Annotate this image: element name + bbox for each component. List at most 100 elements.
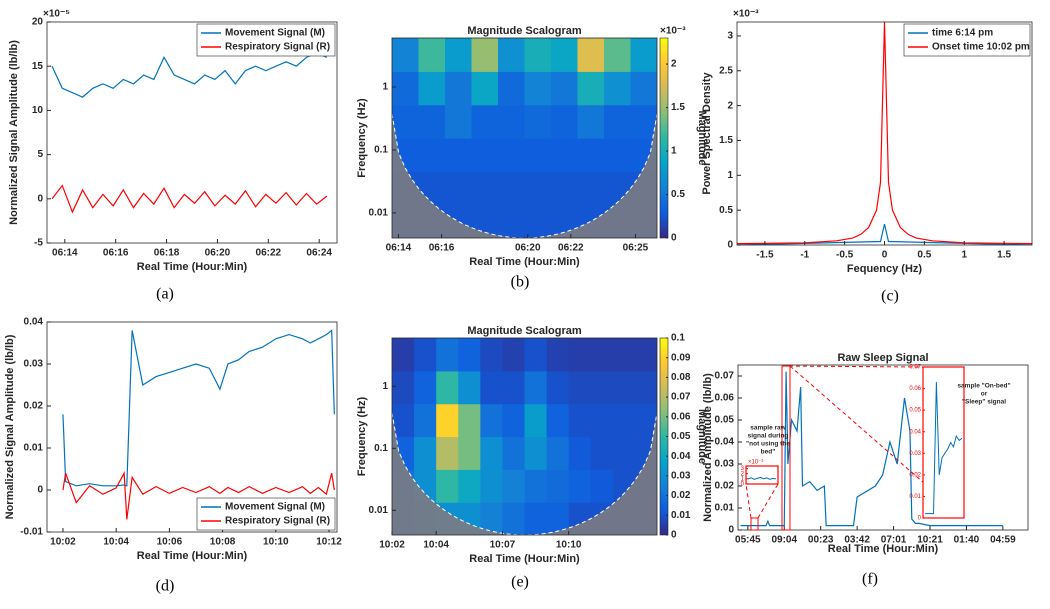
annotation: "not using the (746, 441, 790, 448)
heat-cell (498, 104, 526, 139)
heat-cell (551, 104, 579, 139)
y-tick-label: 20 (32, 17, 44, 28)
y-tick-label: 0.01 (369, 505, 389, 516)
panel: -1.5 -1 -0.5 0 0.5 1 1.5 0 0.5 1 1.5 2 2.5 3 Fequency … (701, 9, 1033, 305)
x-tick-label: 06:25 (623, 243, 649, 254)
colorbar (659, 37, 669, 239)
heat-cell (436, 370, 459, 405)
heat-cell (471, 38, 499, 72)
connector (745, 483, 752, 519)
heat-cell (551, 171, 579, 206)
inset-tick-label: 1 (741, 476, 745, 482)
heat-cell (392, 104, 420, 139)
heat-cell (604, 38, 632, 72)
x-tick-label: 06:20 (205, 248, 231, 259)
y-tick-label: 0 (727, 240, 733, 251)
heat-cell (436, 469, 459, 503)
panel: 05:45 09:04 00:23 03:42 07:01 10:21 01:40 04:59… (702, 352, 1029, 588)
heat-cell (502, 436, 526, 470)
heat-cell (458, 403, 481, 438)
heat-cell (551, 38, 579, 72)
y-tick-label: 1 (727, 170, 733, 181)
series-line (62, 471, 335, 520)
x-tick-label: 06:18 (154, 248, 180, 259)
inset-box (922, 366, 965, 519)
x-tick-label: 10:08 (210, 537, 236, 548)
y-tick-label: 15 (32, 61, 44, 72)
heat-cell (524, 171, 552, 206)
panel-caption: (e) (511, 574, 529, 591)
inset-tick-label: 0.05 (909, 408, 921, 414)
heat-cell (604, 71, 632, 106)
heat-cell (634, 338, 657, 372)
y-tick-label: 0.5 (719, 205, 733, 216)
heat-cell (612, 370, 636, 405)
heat-cell (392, 38, 420, 72)
inset-tick-label: 2 (741, 471, 745, 477)
series-line (51, 184, 328, 214)
heat-cell (414, 436, 437, 470)
heat-cell (551, 71, 579, 106)
heat-cell (590, 436, 614, 470)
heat-cell (546, 403, 570, 438)
y-tick-label: 0.07 (715, 371, 735, 382)
heat-cell (480, 469, 504, 503)
heat-cell (436, 403, 459, 438)
colorbar-tick-label: 0 (671, 233, 677, 244)
heat-cell (577, 104, 605, 139)
heat-cell (502, 469, 526, 503)
y-tick-label: 0.01 (369, 208, 389, 219)
heat-cell (630, 71, 657, 106)
series-line (737, 22, 1032, 245)
heat-cell (590, 338, 614, 372)
x-tick-label: 10:02 (379, 540, 405, 551)
colorbar-tick-label: 1 (671, 146, 677, 157)
plot (51, 52, 328, 214)
heat-cell (445, 104, 473, 139)
heat-cell (546, 502, 570, 535)
heat-cell (480, 502, 504, 535)
heat-cell (471, 138, 499, 172)
heat-cell (436, 436, 459, 470)
y-tick-label: 0.04 (24, 317, 44, 328)
x-axis-label: Real Time (Hour:Min) (828, 543, 939, 555)
heat-cell (612, 436, 636, 470)
colorbar-tick-label: 0 (671, 530, 677, 541)
chart-title: Magnitude Scalogram (467, 25, 582, 37)
y-tick-label: 0.02 (24, 401, 44, 412)
inset-multiplier: ×10⁻³ (748, 460, 763, 466)
heat-cell (524, 370, 548, 405)
x-tick-label: 1 (961, 250, 967, 261)
x-tick-label: -1 (800, 250, 809, 261)
colorbar-tick-label: 0.03 (671, 471, 691, 482)
heat-cell (471, 104, 499, 139)
x-tick-label: 0.5 (917, 250, 931, 261)
heat-cell (590, 403, 614, 438)
plot (392, 38, 657, 238)
heat-cell (568, 338, 592, 372)
x-tick-label: 0 (882, 250, 888, 261)
inset-tick-label: 0.02 (909, 472, 921, 478)
x-tick-label: 10:04 (103, 537, 129, 548)
heat-cell (634, 370, 657, 405)
heat-cell (568, 403, 592, 438)
colorbar-tick-label: 0.09 (671, 352, 691, 363)
panel: 10:02 10:04 10:06 10:08 10:10 10:12 -0.01 0 0.01… (4, 317, 342, 595)
y-tick-label: 0 (37, 193, 43, 204)
plot (392, 338, 657, 535)
heat-cell (471, 171, 499, 206)
inset-line (925, 382, 963, 515)
annotation: "Sleep" signal (962, 399, 1006, 406)
x-tick-label: 06:24 (306, 248, 332, 259)
heat-cell (546, 370, 570, 405)
y-tick-label: 0.03 (24, 359, 44, 370)
annotation: signal during (748, 433, 789, 440)
colorbar-multiplier: ×10⁻³ (660, 26, 686, 37)
legend-box (903, 23, 1031, 57)
annotation: bed" (761, 449, 776, 456)
legend-label: Movement Signal (M) (225, 28, 325, 39)
cone-of-influence (392, 412, 657, 535)
y-tick-label: 0 (728, 525, 734, 536)
heat-cell (458, 338, 481, 372)
heat-cell (458, 469, 481, 503)
